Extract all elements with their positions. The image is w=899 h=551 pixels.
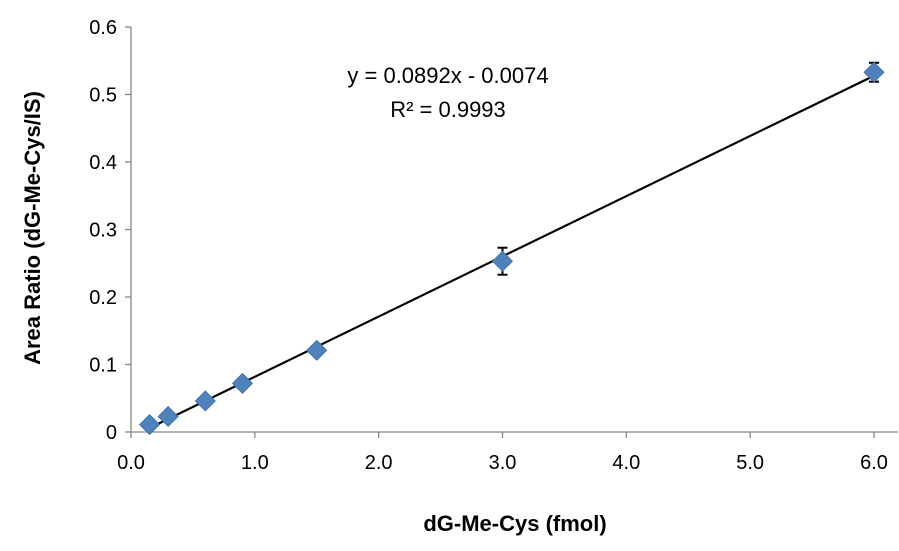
- data-point: [306, 339, 328, 361]
- marker-layer: [139, 61, 885, 436]
- y-tick-label: 0.1: [89, 355, 117, 377]
- y-tick-label: 0.2: [89, 287, 117, 309]
- y-axis-title: Area Ratio (dG-Me-Cys/IS): [20, 91, 45, 365]
- x-tick-label: 2.0: [365, 452, 393, 474]
- y-tick-label: 0.4: [89, 152, 117, 174]
- axes-layer: 0 0.1 0.2 0.3 0.4 0.5 0.6 0.0 1.0 2.0 3.0 4.0 5.0 6.0: [89, 17, 898, 474]
- y-tick-label: 0.6: [89, 17, 117, 39]
- label-layer: dG-Me-Cys (fmol) Area Ratio (dG-Me-Cys/I…: [20, 63, 607, 536]
- x-tick-label: 1.0: [241, 452, 269, 474]
- x-tick-label: 6.0: [860, 452, 888, 474]
- trendline: [149, 74, 875, 429]
- x-tick-label: 0.0: [117, 452, 145, 474]
- data-point: [863, 61, 885, 83]
- r-squared-label: R² = 0.9993: [390, 97, 506, 122]
- data-point: [139, 414, 161, 436]
- data-point: [194, 390, 216, 412]
- trendline-layer: [149, 74, 875, 429]
- y-tick-label: 0: [106, 422, 117, 444]
- x-tick-label: 4.0: [612, 452, 640, 474]
- data-point: [231, 372, 254, 394]
- data-point: [157, 405, 179, 428]
- y-tick-label: 0.3: [89, 220, 117, 242]
- error-bar-layer: [144, 61, 879, 428]
- y-tick-label: 0.5: [89, 85, 117, 107]
- x-tick-label: 3.0: [489, 452, 517, 474]
- data-point: [491, 250, 514, 272]
- trendline-equation: y = 0.0892x - 0.0074: [347, 63, 548, 88]
- x-axis-title: dG-Me-Cys (fmol): [423, 511, 606, 536]
- x-tick-label: 5.0: [736, 452, 764, 474]
